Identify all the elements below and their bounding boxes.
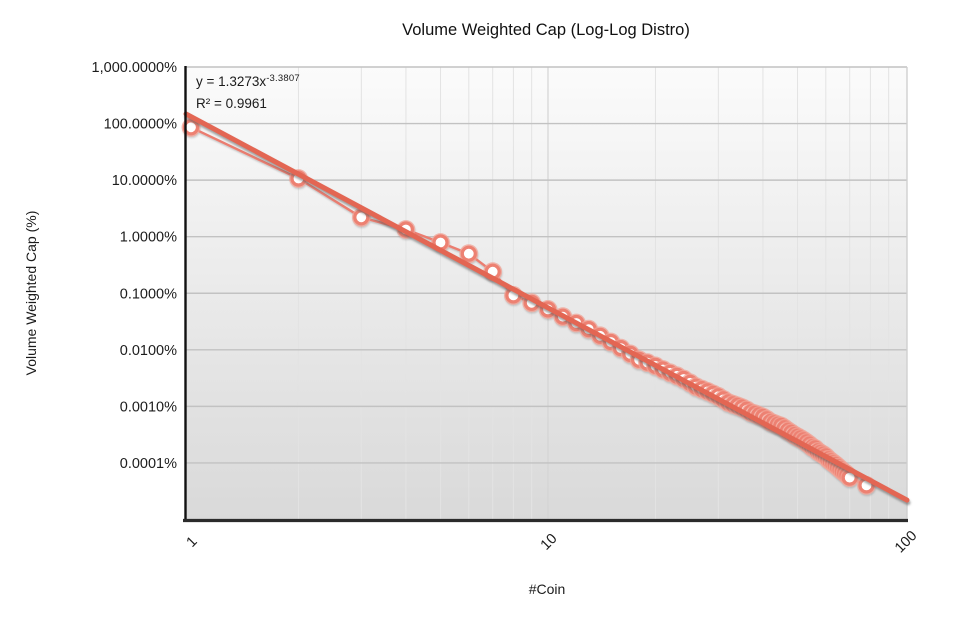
trendline-equation: y = 1.3273x-3.3807 <box>196 72 300 94</box>
x-axis-title: #Coin <box>528 581 566 597</box>
y-tick-label: 0.1000% <box>120 286 177 302</box>
trendline <box>183 111 910 503</box>
x-tick-label: 1 <box>184 534 201 551</box>
chart-title: Volume Weighted Cap (Log-Log Distro) <box>402 21 690 39</box>
y-tick-label: 1.0000% <box>120 230 177 246</box>
y-tick-label: 0.0001% <box>120 456 177 472</box>
y-tick-label: 10.0000% <box>112 173 177 189</box>
y-tick-label: 0.0010% <box>120 399 177 415</box>
y-axis-title: Volume Weighted Cap (%) <box>23 210 39 376</box>
data-point-marker <box>353 209 370 226</box>
equation-exponent: -3.3807 <box>266 73 300 84</box>
y-tick-label: 1,000.0000% <box>92 60 178 76</box>
x-tick-label: 10 <box>538 531 561 554</box>
r-squared-label: R² = 0.9961 <box>196 96 267 111</box>
data-point-marker <box>460 245 477 262</box>
trendline-equation-box: y = 1.3273x-3.3807 R² = 0.9961 <box>196 72 300 114</box>
data-point-halo <box>538 300 558 319</box>
x-tick-label: 100 <box>892 528 920 556</box>
data-point-halo <box>459 244 479 264</box>
equation-base: y = 1.3273x <box>196 74 267 89</box>
y-tick-label: 0.0100% <box>120 343 177 359</box>
y-tick-label: 100.0000% <box>104 117 177 133</box>
